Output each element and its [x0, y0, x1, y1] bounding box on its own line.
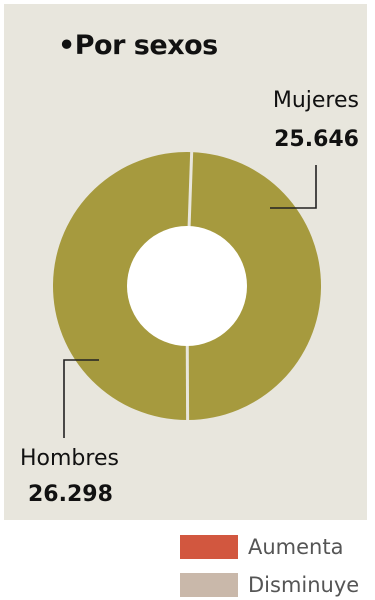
legend-swatch-disminuye: [180, 573, 238, 597]
mujeres-label: Mujeres: [272, 88, 359, 113]
leader-line-mujeres: [270, 165, 317, 209]
legend-label-aumenta: Aumenta: [248, 535, 344, 559]
chart-title: •Por sexos: [58, 30, 218, 61]
donut-hole: [127, 226, 247, 346]
hombres-value: 26.298: [28, 482, 113, 507]
hombres-label: Hombres: [20, 446, 119, 471]
legend-label-disminuye: Disminuye: [248, 573, 360, 597]
slice-mujeres: [187, 152, 321, 420]
mujeres-value: 25.646: [274, 127, 359, 152]
leader-line-hombres: [63, 359, 99, 438]
slice-separator: [187, 151, 194, 229]
slice-hombres: [52, 152, 192, 421]
legend-swatch-aumenta: [180, 535, 238, 559]
